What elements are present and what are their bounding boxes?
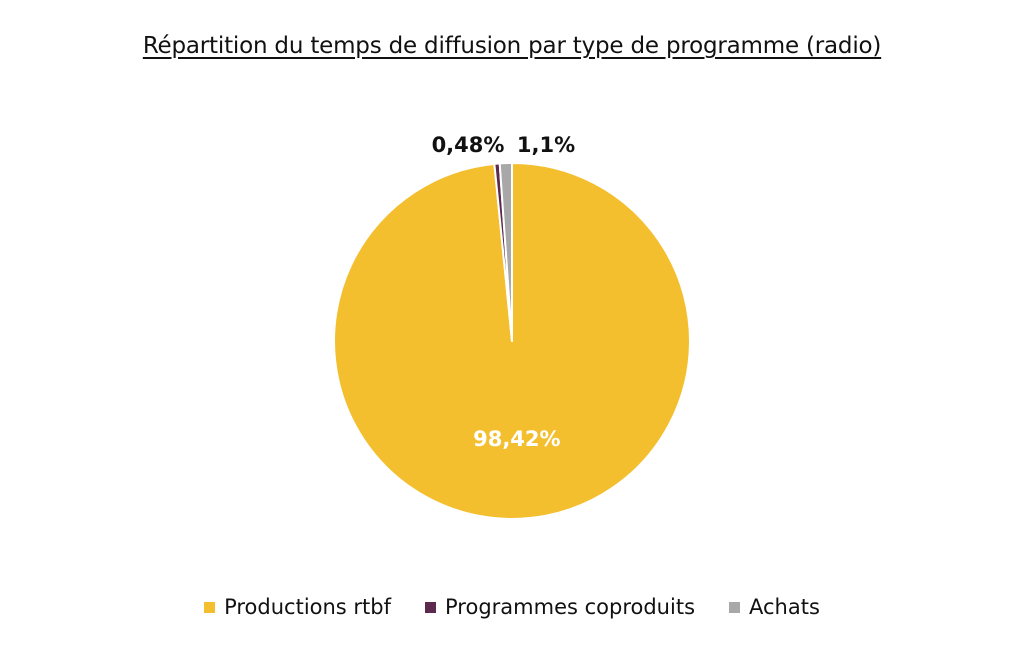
legend-label-productions: Productions rtbf bbox=[224, 595, 392, 619]
pie-slices bbox=[333, 162, 691, 520]
slice-label-productions: 98,42% bbox=[473, 427, 560, 451]
legend-label-achats: Achats bbox=[749, 595, 820, 619]
legend-swatch-productions bbox=[204, 601, 216, 613]
chart-title: Répartition du temps de diffusion par ty… bbox=[142, 33, 882, 59]
legend-item-achats: Achats bbox=[729, 595, 820, 619]
slice-label-achats: 1,1% bbox=[517, 133, 575, 157]
legend-item-coproduits: Programmes coproduits bbox=[425, 595, 695, 619]
legend-swatch-coproduits bbox=[425, 601, 437, 613]
legend-swatch-achats bbox=[729, 601, 741, 613]
legend: Productions rtbf Programmes coproduits A… bbox=[0, 592, 1024, 622]
legend-label-coproduits: Programmes coproduits bbox=[445, 595, 696, 619]
slice-labels: 98,42% 0,48% 1,1% bbox=[432, 133, 576, 451]
slice-label-coproduits: 0,48% bbox=[432, 133, 505, 157]
pie-slice-achats bbox=[498, 162, 513, 342]
legend-item-productions: Productions rtbf bbox=[204, 595, 391, 619]
